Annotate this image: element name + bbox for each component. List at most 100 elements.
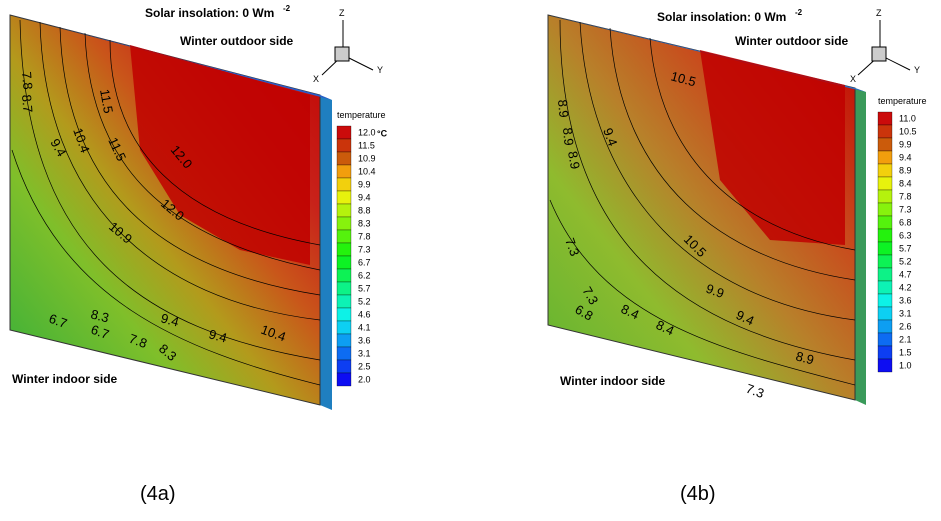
outdoor-label: Winter outdoor side xyxy=(180,34,294,48)
legend-swatch xyxy=(878,255,892,268)
legend-swatch xyxy=(337,360,351,373)
legend-swatch xyxy=(878,346,892,359)
legend-label: 10.5 xyxy=(899,127,917,137)
axis-y: Y xyxy=(377,65,383,75)
legend-swatch xyxy=(878,320,892,333)
legend-swatch xyxy=(878,112,892,125)
panel-caption: (4a) xyxy=(140,483,176,505)
figure: Solar insolation: 0 Wm -2 Winter outdoor… xyxy=(0,0,941,521)
legend-label: 7.8 xyxy=(358,232,371,242)
legend-label: 10.4 xyxy=(358,167,376,177)
legend-swatch xyxy=(878,333,892,346)
legend-label: 6.3 xyxy=(899,231,912,241)
legend-label: 1.5 xyxy=(899,348,912,358)
legend-label: 8.3 xyxy=(358,219,371,229)
legend-label: 3.1 xyxy=(899,309,912,319)
contour-label: 8.9 xyxy=(555,99,572,118)
legend-swatch xyxy=(337,308,351,321)
outdoor-label: Winter outdoor side xyxy=(735,34,849,48)
legend-swatch xyxy=(878,307,892,320)
legend-swatch xyxy=(337,321,351,334)
indoor-label: Winter indoor side xyxy=(12,372,118,386)
legend-label: 7.3 xyxy=(899,205,912,215)
legend-label: 8.4 xyxy=(899,179,912,189)
solar-sup: -2 xyxy=(283,4,291,13)
wall-b xyxy=(548,15,866,405)
legend-swatch xyxy=(337,256,351,269)
legend-label: 12.0 xyxy=(358,128,376,138)
legend-swatch xyxy=(878,229,892,242)
legend-title: temperature xyxy=(878,96,927,106)
contour-label: 7.8 xyxy=(19,71,36,90)
legend-swatch xyxy=(337,373,351,386)
legend-label: 5.7 xyxy=(899,244,912,254)
axis-y: Y xyxy=(914,65,920,75)
legend-swatch xyxy=(878,216,892,229)
legend-label: 2.1 xyxy=(899,335,912,345)
panel-caption: (4b) xyxy=(680,483,716,505)
legend-swatch xyxy=(878,359,892,372)
legend-swatch xyxy=(878,268,892,281)
legend-label: 6.2 xyxy=(358,271,371,281)
axis-x: X xyxy=(313,74,319,84)
legend-swatch xyxy=(337,243,351,256)
legend-label: 8.9 xyxy=(899,166,912,176)
legend-swatch xyxy=(337,282,351,295)
legend-swatch xyxy=(878,177,892,190)
legend-swatch xyxy=(878,281,892,294)
contour-label: 8.9 xyxy=(560,127,577,146)
legend-swatch xyxy=(337,230,351,243)
axis-z: Z xyxy=(876,8,882,18)
legend-label: 4.7 xyxy=(899,270,912,280)
legend-label: 7.8 xyxy=(899,192,912,202)
solar-sup: -2 xyxy=(795,8,803,17)
legend-swatch xyxy=(337,126,351,139)
legend-label: 2.6 xyxy=(899,322,912,332)
legend-swatch xyxy=(878,151,892,164)
legend-swatch xyxy=(878,125,892,138)
legend-swatch xyxy=(337,269,351,282)
legend-label: 11.0 xyxy=(899,114,916,124)
legend-label: 3.1 xyxy=(358,349,371,359)
legend-swatch xyxy=(337,347,351,360)
legend-swatch xyxy=(337,191,351,204)
contour-label: 8.7 xyxy=(19,94,36,113)
legend-label: 7.3 xyxy=(358,245,371,255)
legend-swatch xyxy=(337,295,351,308)
legend-swatch xyxy=(337,178,351,191)
legend-label: 4.2 xyxy=(899,283,912,293)
legend-label: 9.9 xyxy=(899,140,912,150)
legend-label: 9.4 xyxy=(899,153,912,163)
legend-unit: °C xyxy=(377,129,388,139)
legend-label: 5.2 xyxy=(899,257,912,267)
legend-swatch xyxy=(337,152,351,165)
legend-label: 10.9 xyxy=(358,154,376,164)
legend-swatch xyxy=(337,139,351,152)
indoor-label: Winter indoor side xyxy=(560,374,666,388)
legend-label: 4.6 xyxy=(358,310,371,320)
axis-x: X xyxy=(850,74,856,84)
contour-label: 8.9 xyxy=(565,150,583,170)
legend-label: 2.5 xyxy=(358,362,371,372)
axis-z: Z xyxy=(339,8,345,18)
legend-label: 3.6 xyxy=(358,336,371,346)
solar-title: Solar insolation: 0 Wm xyxy=(145,6,274,20)
legend-label: 3.6 xyxy=(899,296,912,306)
solar-title: Solar insolation: 0 Wm xyxy=(657,10,786,24)
legend-swatch xyxy=(878,294,892,307)
legend-label: 2.0 xyxy=(358,375,371,385)
legend-label: 5.7 xyxy=(358,284,371,294)
contour-label: 7.3 xyxy=(744,381,766,401)
legend-label: 1.0 xyxy=(899,361,912,371)
legend-label: 9.4 xyxy=(358,193,371,203)
legend-label: 9.9 xyxy=(358,180,371,190)
legend-label: 8.8 xyxy=(358,206,371,216)
legend-swatch xyxy=(878,190,892,203)
legend-label: 6.8 xyxy=(899,218,912,228)
legend-label: 4.1 xyxy=(358,323,371,333)
legend-swatch xyxy=(337,334,351,347)
legend-label: 11.5 xyxy=(358,141,375,151)
legend-label: 6.7 xyxy=(358,258,371,268)
legend-swatch xyxy=(878,203,892,216)
legend-swatch xyxy=(337,165,351,178)
